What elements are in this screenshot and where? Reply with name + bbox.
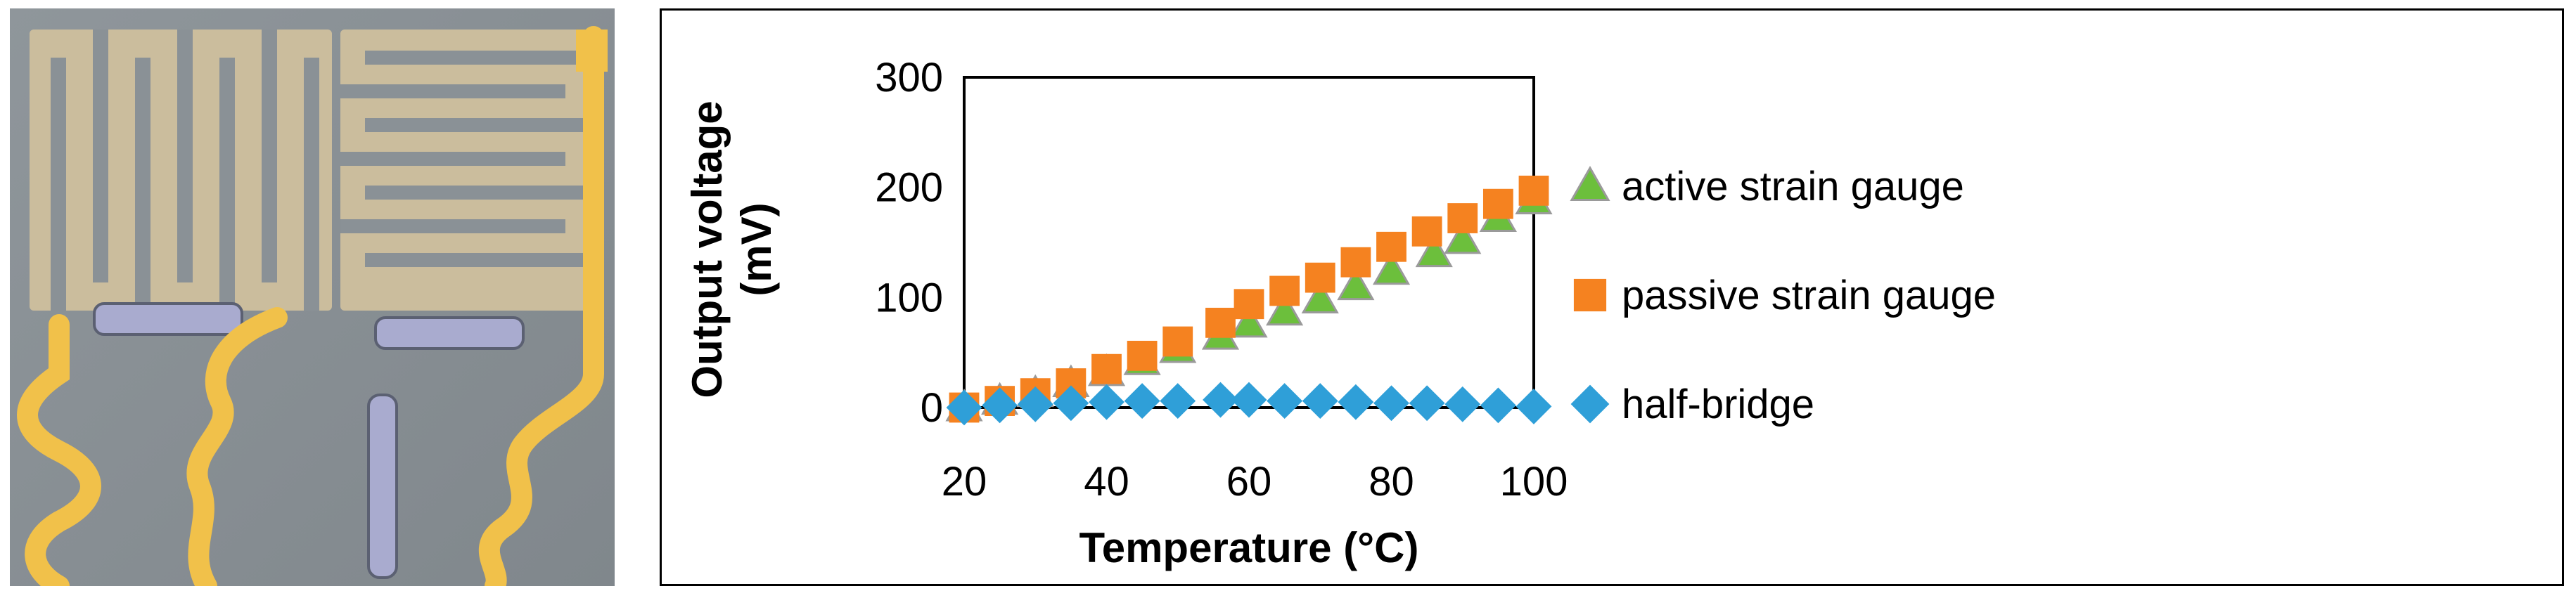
x-tick-label: 100 bbox=[1500, 459, 1568, 505]
legend-marker bbox=[1570, 384, 1610, 424]
legend-label: half-bridge bbox=[1622, 382, 1814, 427]
y-tick-label: 200 bbox=[875, 165, 943, 211]
data-point bbox=[1518, 175, 1549, 206]
data-point bbox=[1305, 262, 1335, 293]
y-axis-title-line1: Output voltage bbox=[684, 100, 731, 398]
data-point bbox=[982, 387, 1018, 424]
data-point bbox=[1409, 385, 1445, 422]
data-point bbox=[1266, 292, 1304, 326]
data-point bbox=[1447, 203, 1478, 233]
data-point bbox=[1089, 384, 1124, 420]
data-point bbox=[1482, 188, 1513, 219]
legend: active strain gauge passive strain gauge h… bbox=[1570, 164, 1996, 427]
data-point bbox=[1411, 216, 1442, 247]
data-point bbox=[1124, 383, 1160, 420]
y-axis-ticks: 0 100 200 300 bbox=[875, 55, 943, 431]
data-point bbox=[1203, 382, 1238, 418]
data-point bbox=[1372, 252, 1411, 285]
data-point bbox=[1053, 385, 1089, 422]
data-point bbox=[1233, 289, 1264, 320]
data-point bbox=[1480, 387, 1516, 424]
data-point bbox=[1301, 280, 1339, 313]
series-half-bridge bbox=[946, 382, 1552, 426]
y-axis-title-line2: (mV) bbox=[733, 202, 780, 296]
data-point bbox=[1017, 386, 1053, 422]
data-point bbox=[1162, 326, 1193, 357]
data-point bbox=[1269, 275, 1300, 306]
plot-area bbox=[963, 76, 1535, 409]
data-point bbox=[1444, 221, 1482, 254]
data-point bbox=[946, 389, 982, 426]
y-axis-title: Output voltage (mV) bbox=[684, 100, 780, 398]
data-point bbox=[1340, 247, 1371, 278]
legend-item: active strain gauge bbox=[1570, 164, 1964, 209]
data-point bbox=[1338, 384, 1374, 420]
data-point bbox=[1091, 353, 1122, 384]
data-point bbox=[1373, 385, 1409, 422]
y-tick-label: 0 bbox=[921, 385, 943, 431]
data-point bbox=[1205, 307, 1236, 338]
data-point bbox=[1302, 383, 1338, 420]
x-tick-label: 60 bbox=[1226, 459, 1272, 505]
legend-marker bbox=[1570, 165, 1610, 201]
data-point bbox=[1415, 234, 1453, 268]
data-point bbox=[1231, 382, 1267, 418]
data-point bbox=[1127, 340, 1158, 371]
y-tick-label: 300 bbox=[875, 55, 943, 100]
chart-panel: 20 40 60 80 100 0 100 200 300 Temperature (°C) … bbox=[660, 8, 2564, 586]
legend-item: passive strain gauge bbox=[1573, 273, 1996, 318]
legend-label: passive strain gauge bbox=[1622, 273, 1996, 318]
data-point bbox=[1444, 386, 1481, 422]
data-point bbox=[1516, 389, 1552, 424]
x-tick-label: 40 bbox=[1084, 459, 1129, 505]
x-axis-ticks: 20 40 60 80 100 bbox=[942, 459, 1568, 505]
legend-label: active strain gauge bbox=[1622, 164, 1964, 209]
x-tick-label: 20 bbox=[942, 459, 987, 505]
data-point bbox=[1267, 383, 1303, 420]
strain-gauge-micrograph bbox=[10, 8, 615, 586]
legend-item: half-bridge bbox=[1570, 382, 1814, 427]
data-point bbox=[1337, 267, 1375, 301]
data-point bbox=[1230, 304, 1268, 338]
x-tick-label: 80 bbox=[1369, 459, 1414, 505]
data-point bbox=[1376, 231, 1406, 262]
plot-frame bbox=[963, 76, 1535, 409]
data-point bbox=[1160, 383, 1196, 420]
series-layer bbox=[945, 175, 1553, 426]
x-axis-title: Temperature (°C) bbox=[1079, 524, 1419, 571]
legend-marker bbox=[1573, 278, 1607, 312]
y-tick-label: 100 bbox=[875, 275, 943, 320]
